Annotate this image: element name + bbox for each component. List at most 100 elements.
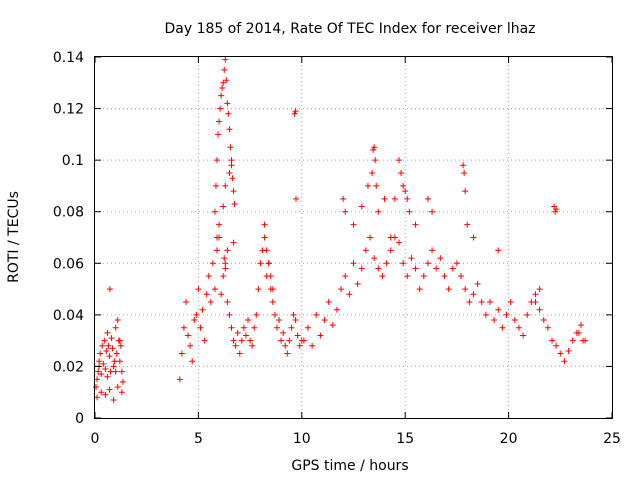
data-point (212, 182, 219, 189)
data-point (116, 358, 123, 365)
y-tick-label: 0.06 (53, 256, 84, 272)
data-point (292, 108, 299, 115)
data-point (229, 175, 236, 182)
data-point (205, 273, 212, 280)
data-point (106, 286, 113, 293)
data-point (381, 195, 388, 202)
data-point (286, 337, 293, 344)
data-point (470, 234, 477, 241)
data-point (217, 105, 224, 112)
data-point (532, 291, 539, 298)
data-point (470, 291, 477, 298)
x-axis-ticks: 0 5 10 15 20 25 (91, 57, 621, 447)
data-point (561, 358, 568, 365)
data-point (553, 206, 560, 213)
data-point (117, 342, 124, 349)
y-tick-label: 0 (75, 411, 84, 427)
data-point (106, 386, 113, 393)
data-point (96, 358, 103, 365)
data-point (109, 345, 116, 352)
data-point (245, 317, 252, 324)
data-point (540, 317, 547, 324)
data-point (478, 298, 485, 305)
data-point (400, 260, 407, 267)
data-point (94, 394, 101, 401)
data-point (220, 79, 227, 86)
data-point (466, 298, 473, 305)
data-point (95, 368, 102, 375)
x-tick-label: 20 (500, 431, 518, 447)
data-point (511, 317, 518, 324)
data-point (524, 311, 531, 318)
data-point (453, 260, 460, 267)
data-point (261, 234, 268, 241)
data-point (249, 342, 256, 349)
y-tick-label: 0.1 (62, 153, 84, 169)
data-point (226, 126, 233, 133)
data-point (263, 247, 270, 254)
data-point (219, 84, 226, 91)
data-point (383, 260, 390, 267)
data-point (416, 286, 423, 293)
data-point (462, 188, 469, 195)
data-point (553, 342, 560, 349)
data-point (220, 203, 227, 210)
data-point (269, 286, 276, 293)
data-point (321, 317, 328, 324)
data-point (214, 247, 221, 254)
data-point (265, 260, 272, 267)
data-point (404, 195, 411, 202)
data-point (486, 298, 493, 305)
data-point (104, 329, 111, 336)
data-point (536, 286, 543, 293)
data-point (433, 265, 440, 272)
data-point (278, 337, 285, 344)
data-point (201, 337, 208, 344)
data-point (111, 358, 118, 365)
data-point (211, 286, 218, 293)
data-point (224, 247, 231, 254)
data-point (406, 208, 413, 215)
data-point (309, 342, 316, 349)
data-point (462, 286, 469, 293)
data-point (218, 92, 225, 99)
data-point (222, 56, 229, 63)
data-point (499, 324, 506, 331)
data-point (221, 66, 228, 73)
data-point (424, 260, 431, 267)
data-point (116, 337, 123, 344)
data-point (569, 337, 576, 344)
data-point (317, 332, 324, 339)
data-point (296, 342, 303, 349)
data-point (369, 170, 376, 177)
data-point (373, 182, 380, 189)
grid-lines (95, 57, 612, 418)
data-point (350, 221, 357, 228)
data-point (108, 335, 115, 342)
data-point (536, 306, 543, 313)
data-point (216, 118, 223, 125)
data-point (342, 208, 349, 215)
data-point (105, 342, 112, 349)
data-point (495, 247, 502, 254)
data-point (445, 286, 452, 293)
data-point (230, 239, 237, 246)
data-point (333, 306, 340, 313)
data-point (412, 265, 419, 272)
data-point (313, 311, 320, 318)
data-point (294, 332, 301, 339)
data-point (458, 273, 465, 280)
data-point (93, 384, 100, 391)
data-point (187, 342, 194, 349)
data-point (424, 195, 431, 202)
data-point (110, 396, 117, 403)
data-point (119, 378, 126, 385)
data-point (395, 239, 402, 246)
data-point (557, 350, 564, 357)
data-point (429, 208, 436, 215)
data-point (228, 324, 235, 331)
data-point (100, 360, 107, 367)
data-point (223, 77, 230, 84)
data-point (400, 182, 407, 189)
